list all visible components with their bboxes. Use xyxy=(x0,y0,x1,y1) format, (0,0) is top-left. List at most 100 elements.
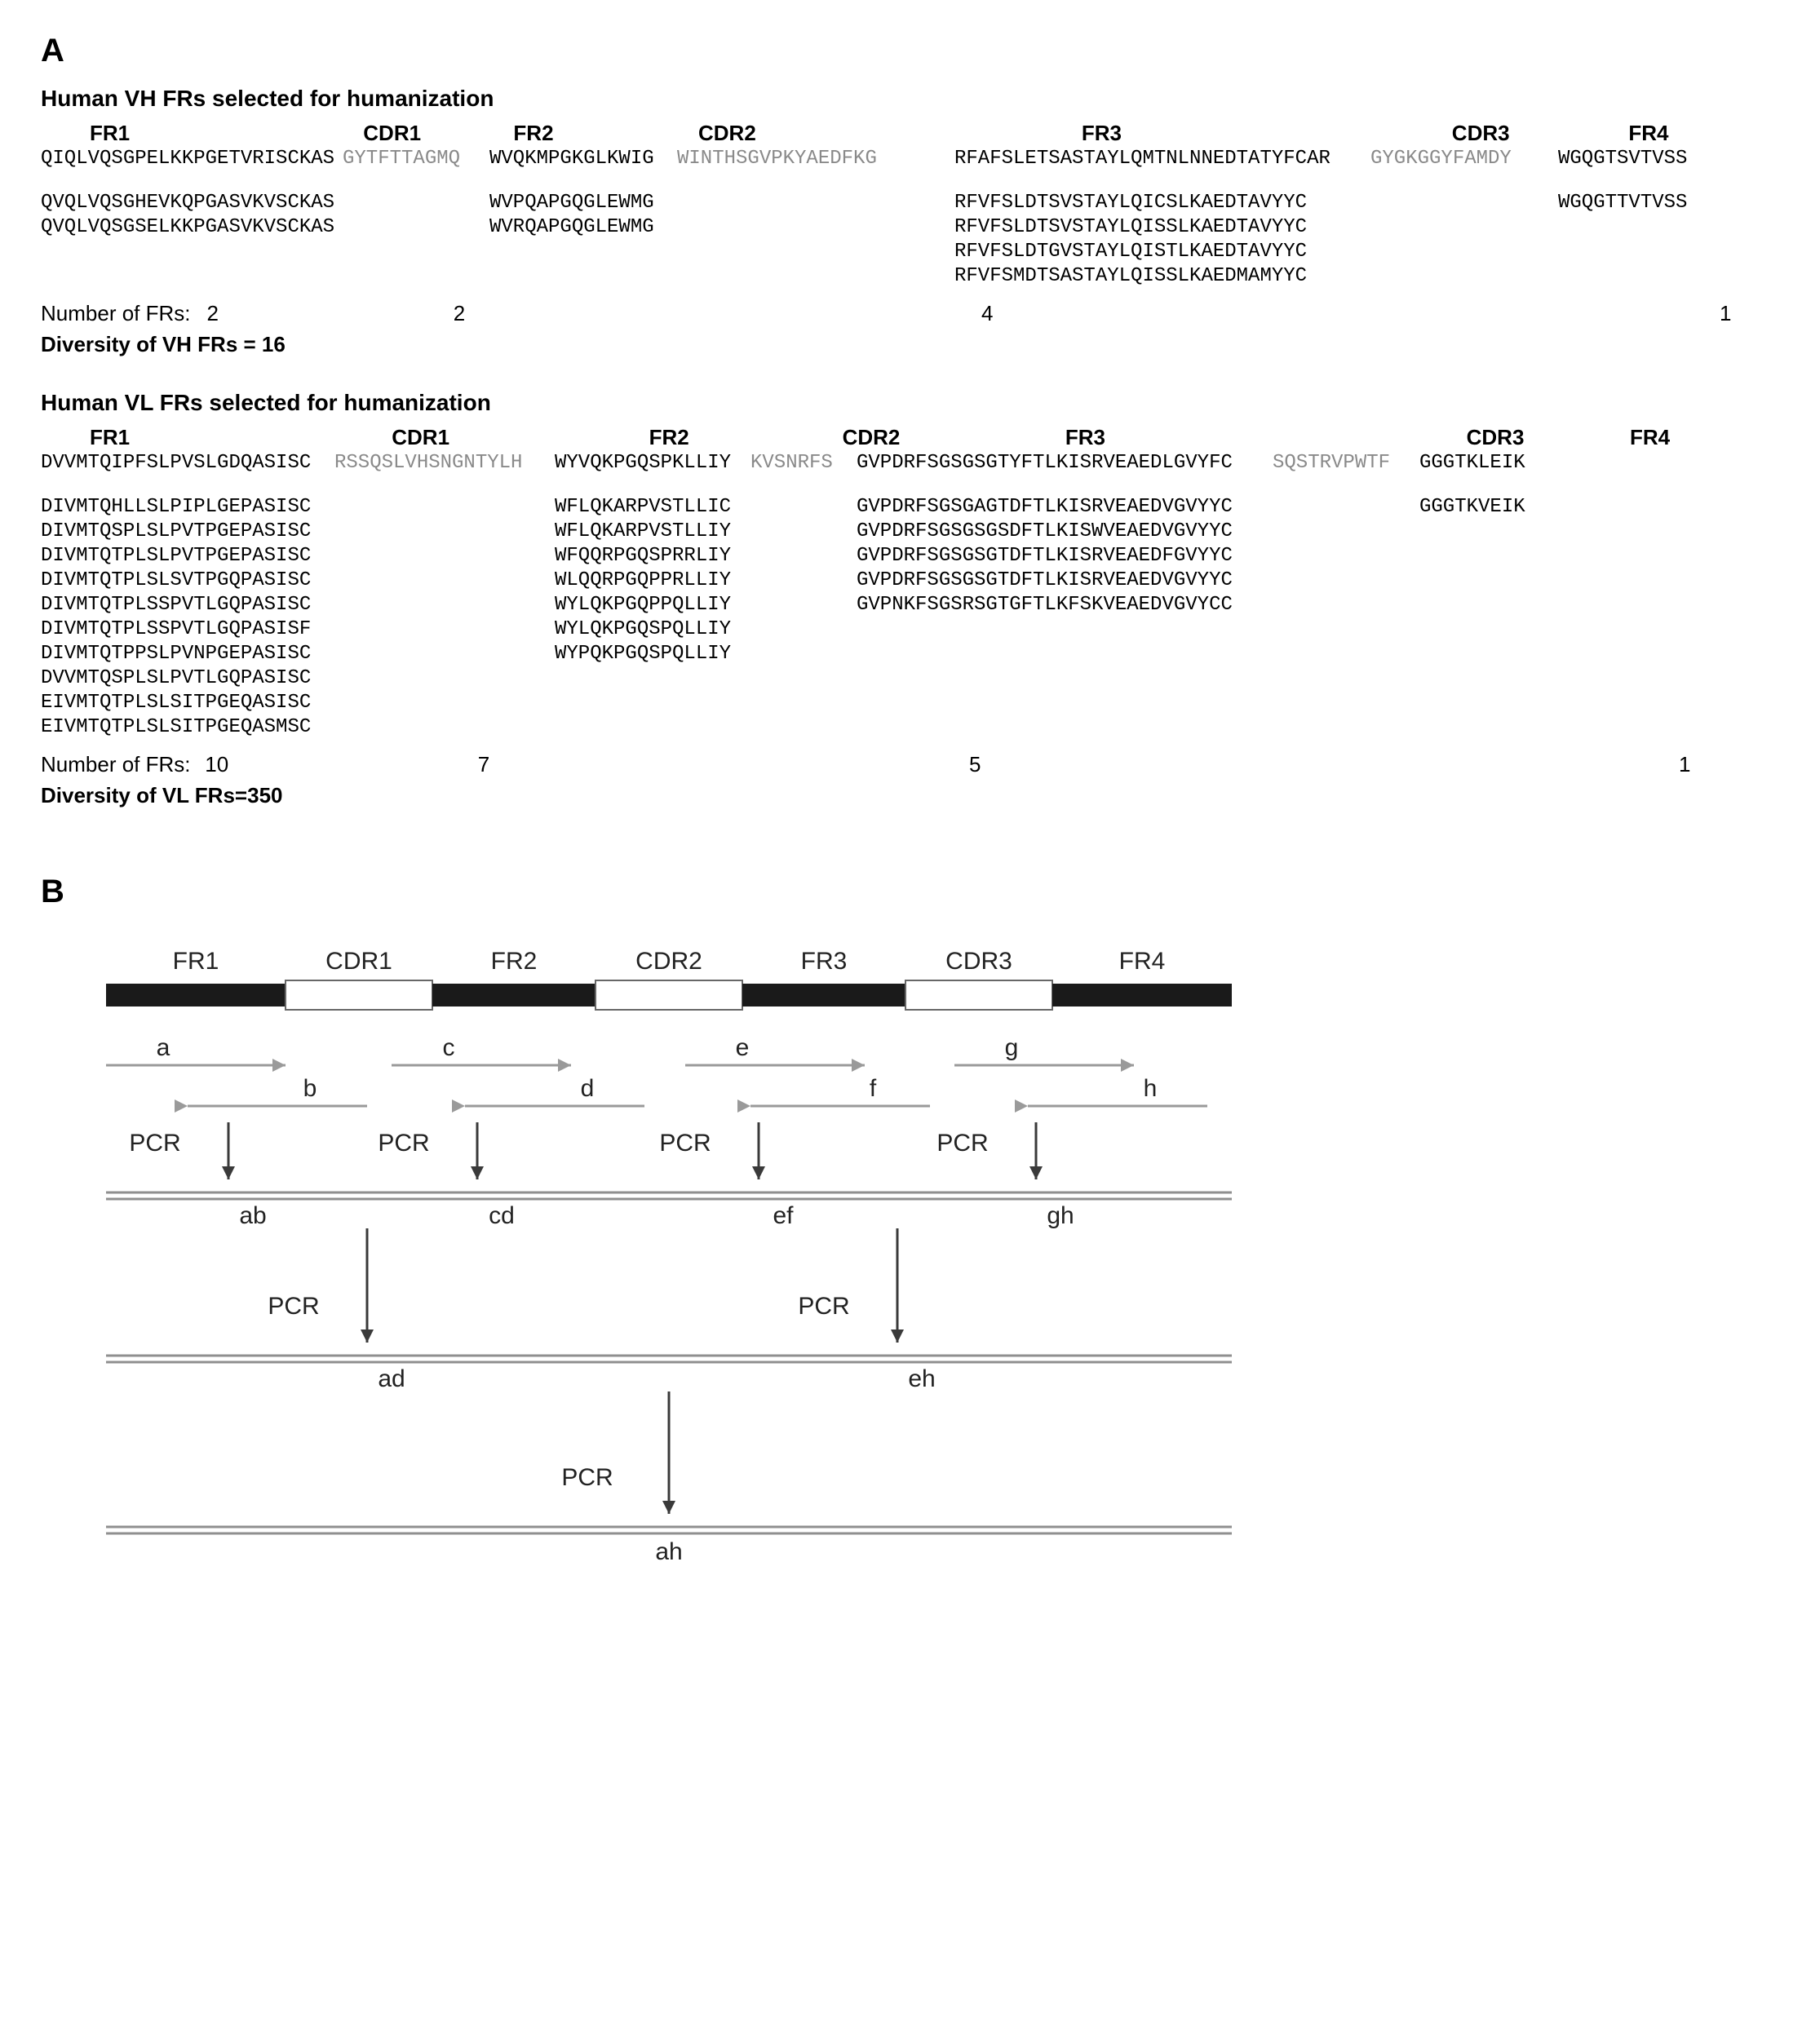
num-fr4: 1 xyxy=(1225,748,1690,782)
vl-table: FR1 CDR1 FR2 CDR2 FR3 CDR3 FR4 DVVMTQIPF… xyxy=(41,424,1761,740)
panel-a-label: A xyxy=(41,33,1761,69)
num-fr2: 2 xyxy=(235,297,684,331)
seq-cell: RFAFSLETSASTAYLQMTNLNNEDTATYFCAR xyxy=(954,147,1370,171)
pcr-label: PCR xyxy=(936,1130,988,1157)
num-fr1: 10 xyxy=(197,748,237,782)
seq-cell: GVPDRFSGSGSGTDFTLKISRVEAEDVGVYYC xyxy=(857,569,1273,593)
primer-label: a xyxy=(157,1034,170,1061)
seq-cell: GYTFTTAGMQ xyxy=(343,147,489,171)
col-header: CDR3 xyxy=(1436,120,1613,147)
num-fr2: 7 xyxy=(243,748,724,782)
col-header: FR3 xyxy=(935,120,1436,147)
num-fr4: 1 xyxy=(1291,297,1731,331)
vh-diversity: Diversity of VH FRs = 16 xyxy=(41,332,1761,357)
seq-cell: DIVMTQSPLSLPVTPGEPASISC xyxy=(41,520,334,544)
domain-label: FR4 xyxy=(1119,948,1166,975)
primer-label: f xyxy=(870,1075,877,1102)
seq-cell: GGGTKLEIK xyxy=(1419,451,1558,476)
pcr-label: PCR xyxy=(659,1130,711,1157)
seq-cell: RFVFSLDTGVSTAYLQISTLKAEDTAVYYC xyxy=(954,240,1370,264)
seq-cell: DIVMTQTPLSLSVTPGQPASISC xyxy=(41,569,334,593)
vh-table: FR1 CDR1 FR2 CDR2 FR3 CDR3 FR4 QIQLVQSGP… xyxy=(41,120,1761,289)
variant-row: DIVMTQTPLSSPVTLGQPASISFWYLQKPGQSPQLLIY xyxy=(41,617,1761,642)
seq-cell: GVPDRFSGSGAGTDFTLKISRVEAEDVGVYYC xyxy=(857,495,1273,520)
seq-cell: RSSQSLVHSNGNTYLH xyxy=(334,451,555,476)
seq-cell: EIVMTQTPLSLSITPGEQASISC xyxy=(41,691,334,715)
product-label: gh xyxy=(1047,1202,1074,1229)
product-label: ab xyxy=(239,1202,266,1229)
seq-cell: DIVMTQTPLSSPVTLGQPASISC xyxy=(41,593,334,617)
seq-cell: QVQLVQSGSELKKPGASVKVSCKAS xyxy=(41,215,343,240)
domain-label: CDR1 xyxy=(325,948,392,975)
seq-cell: DVVMTQIPFSLPVSLGDQASISC xyxy=(41,451,334,476)
seq-cell: WYLQKPGQSPQLLIY xyxy=(555,617,750,642)
seq-cell: WVQKMPGKGLKWIG xyxy=(489,147,677,171)
primer-label: d xyxy=(581,1075,595,1102)
col-header: FR4 xyxy=(1612,120,1761,147)
col-header: FR2 xyxy=(600,424,835,451)
variant-row: DIVMTQTPLSLPVTPGEPASISCWFQQRPGQSPRRLIYGV… xyxy=(41,544,1761,569)
col-header: CDR2 xyxy=(835,424,943,451)
col-header: FR1 xyxy=(41,120,347,147)
vh-reference-row: QIQLVQSGPELKKPGETVRISCKAS GYTFTTAGMQ WVQ… xyxy=(41,147,1761,171)
col-header: CDR1 xyxy=(367,424,600,451)
product-label: ef xyxy=(773,1202,794,1229)
variant-row: QVQLVQSGHEVKQPGASVKVSCKASWVPQAPGQGLEWMGR… xyxy=(41,191,1761,215)
domain-label: CDR2 xyxy=(635,948,702,975)
seq-cell: WYPQKPGQSPQLLIY xyxy=(555,642,750,666)
seq-cell: DIVMTQTPLSLPVTPGEPASISC xyxy=(41,544,334,569)
seq-cell: SQSTRVPWTF xyxy=(1273,451,1419,476)
seq-cell: WGQGTSVTVSS xyxy=(1558,147,1713,171)
vl-title: Human VL FRs selected for humanization xyxy=(41,390,1761,416)
seq-cell: QVQLVQSGHEVKQPGASVKVSCKAS xyxy=(41,191,343,215)
seq-cell: WVPQAPGQGLEWMG xyxy=(489,191,677,215)
seq-cell: DIVMTQHLLSLPIPLGEPASISC xyxy=(41,495,334,520)
vl-number-line: Number of FRs: 10 7 5 1 xyxy=(41,748,1761,782)
panel-b-label: B xyxy=(41,874,1761,910)
col-header: CDR3 xyxy=(1459,424,1605,451)
vh-number-line: Number of FRs: 2 2 4 1 xyxy=(41,297,1761,331)
seq-cell: WGQGTTVTVSS xyxy=(1558,191,1713,215)
seq-cell: WYVQKPGQSPKLLIY xyxy=(555,451,750,476)
pcr-label: PCR xyxy=(561,1464,613,1491)
product-label: eh xyxy=(908,1365,935,1392)
variant-row: DIVMTQSPLSLPVTPGEPASISCWFLQKARPVSTLLIYGV… xyxy=(41,520,1761,544)
seq-cell: WFLQKARPVSTLLIC xyxy=(555,495,750,520)
pcr-assembly-diagram: FR1CDR1FR2CDR2FR3CDR3FR4abcdefghPCRabPCR… xyxy=(41,927,1428,1661)
num-label: Number of FRs: xyxy=(41,301,191,325)
product-label: ah xyxy=(655,1538,682,1565)
col-header: FR2 xyxy=(489,120,674,147)
domain-label: FR1 xyxy=(173,948,219,975)
pcr-label: PCR xyxy=(268,1293,319,1320)
variant-row: DIVMTQTPLSLSVTPGQPASISC WLQQRPGQPPRLLIY GV… xyxy=(41,569,1761,593)
variant-row: RFVFSMDTSASTAYLQISSLKAEDMAMYYC xyxy=(41,264,1761,289)
primer-label: e xyxy=(736,1034,750,1061)
seq-cell: DIVMTQTPPSLPVNPGEPASISC xyxy=(41,642,334,666)
seq-cell: WYLQKPGQPPQLLIY xyxy=(555,593,750,617)
seq-cell: QIQLVQSGPELKKPGETVRISCKAS xyxy=(41,147,343,171)
pcr-label: PCR xyxy=(378,1130,429,1157)
variant-row: EIVMTQTPLSLSITPGEQASMSC xyxy=(41,715,1761,740)
col-header: FR1 xyxy=(41,424,367,451)
variant-row: RFVFSLDTGVSTAYLQISTLKAEDTAVYYC xyxy=(41,240,1761,264)
seq-cell: WLQQRPGQPPRLLIY xyxy=(555,569,750,593)
primer-label: h xyxy=(1144,1075,1158,1102)
variant-row: DIVMTQTPLSSPVTLGQPASISCWYLQKPGQPPQLLIYGV… xyxy=(41,593,1761,617)
col-header: FR3 xyxy=(943,424,1459,451)
seq-cell: RFVFSMDTSASTAYLQISSLKAEDMAMYYC xyxy=(954,264,1370,289)
domain-label: FR3 xyxy=(801,948,848,975)
seq-cell: RFVFSLDTSVSTAYLQISSLKAEDTAVYYC xyxy=(954,215,1370,240)
vh-title: Human VH FRs selected for humanization xyxy=(41,86,1761,112)
panel-a: A Human VH FRs selected for humanization… xyxy=(41,33,1761,808)
seq-cell: WVRQAPGQGLEWMG xyxy=(489,215,677,240)
vl-reference-row: DVVMTQIPFSLPVSLGDQASISC RSSQSLVHSNGNTYLH… xyxy=(41,451,1761,476)
vl-diversity: Diversity of VL FRs=350 xyxy=(41,783,1761,808)
num-fr1: 2 xyxy=(197,297,229,331)
seq-cell: WFQQRPGQSPRRLIY xyxy=(555,544,750,569)
seq-cell: GVPDRFSGSGSGSDFTLKISWVEAEDVGVYYC xyxy=(857,520,1273,544)
seq-cell: GGGTKVEIK xyxy=(1419,495,1558,520)
seq-cell: KVSNRFS xyxy=(750,451,857,476)
primer-label: g xyxy=(1005,1034,1019,1061)
domain-label: FR2 xyxy=(491,948,538,975)
product-label: ad xyxy=(378,1365,405,1392)
